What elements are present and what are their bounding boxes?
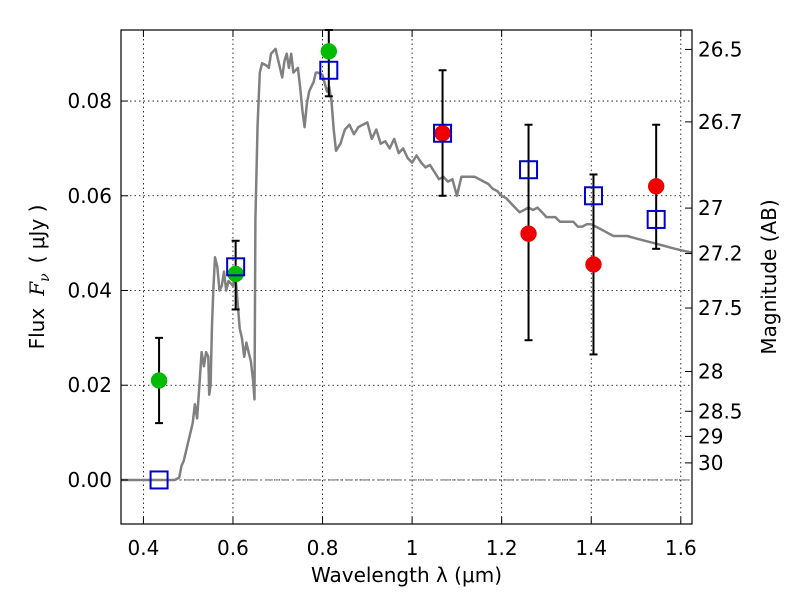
tick-labels: 0.4 0.6 0.8 1 1.2 1.4 1.6 0.00 0.02 0.04 0.06 0.08 2… [67,37,742,560]
model-flux-square [583,186,603,206]
y-axis-title-symbol: F [25,281,49,297]
y-tick-label: 0.02 [67,373,112,397]
photometry-point [227,265,244,283]
x-tick-label: 0.8 [307,536,339,560]
model-flux-square [319,60,339,80]
y-tick-label: 0.00 [67,468,112,492]
model-flux-square [226,257,246,277]
model-flux-square [519,160,539,180]
y-axis-title-prefix: Flux [25,308,49,350]
right-tick-label: 29 [698,424,723,448]
right-tick-label: 27 [698,196,723,220]
right-axis-title: Magnitude (AB) [757,199,781,354]
photometry-point [434,125,451,142]
y-tick-label: 0.08 [67,89,112,113]
right-tick-label: 28 [698,359,723,383]
y-axis-title-units: ( μJy ) [25,205,49,264]
photometry-point [647,178,665,195]
photometry-point [320,43,338,60]
model-flux-square [149,470,169,490]
spectrum-line [121,47,693,482]
data-markers [149,43,666,490]
grid [121,30,692,524]
model-spectrum [121,47,693,482]
right-tick-label: 26.7 [698,110,743,134]
x-tick-label: 0.6 [217,536,249,560]
axis-ticks [121,30,692,524]
model-flux-square [433,123,453,143]
right-tick-label: 28.5 [698,399,743,423]
y-axis-title-subscript: ν [37,273,53,282]
photometry-point [520,225,537,242]
plot-frame [120,29,693,525]
photometry-point [150,372,168,389]
x-tick-label: 1 [406,536,419,560]
right-tick-label: 27.5 [698,296,743,320]
x-tick-label: 1.2 [486,536,518,560]
right-tick-label: 26.5 [698,37,743,61]
y-tick-label: 0.06 [67,184,112,208]
right-tick-label: 27.2 [698,242,743,266]
right-tick-label: 30 [698,451,723,475]
y-axis-title: Flux Fν ( μJy ) [25,205,53,350]
photometry-point [585,256,602,273]
x-axis-title: Wavelength λ (μm) [311,563,502,587]
x-tick-label: 1.4 [575,536,607,560]
x-tick-label: 1.6 [665,536,697,560]
x-tick-label: 0.4 [127,536,159,560]
y-tick-label: 0.04 [67,278,112,302]
model-flux-square [646,209,666,229]
